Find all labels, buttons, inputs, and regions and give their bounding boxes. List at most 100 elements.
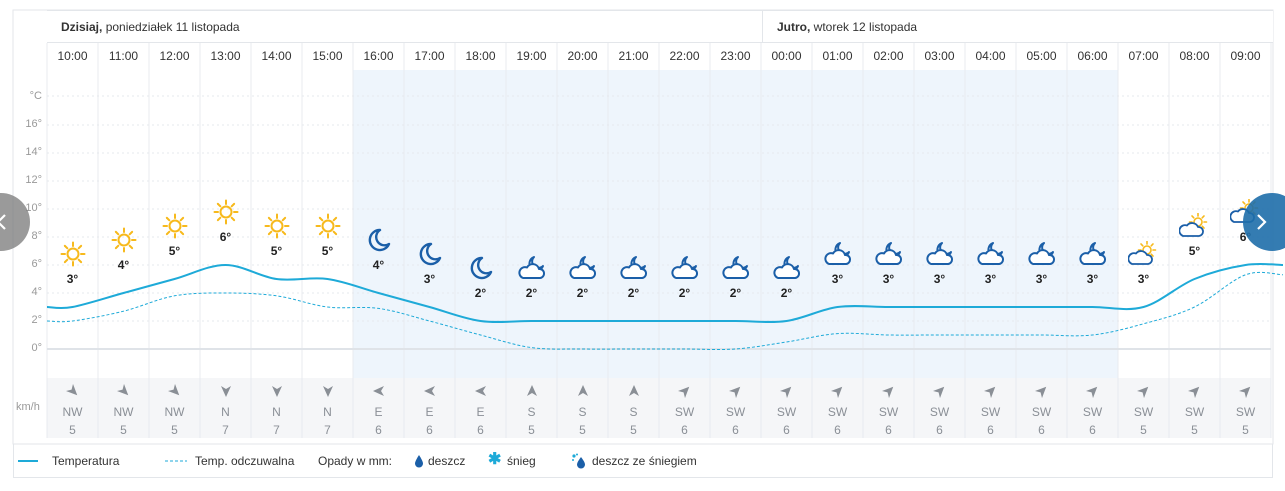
wind-speed-label: 5 (1191, 423, 1198, 437)
wind-direction-arrow-icon (65, 383, 80, 398)
wind-direction-label: E (374, 405, 383, 419)
next-hours-button[interactable] (1243, 193, 1285, 251)
temperature-label: 2° (780, 286, 793, 300)
wind-speed-label: 7 (324, 423, 331, 437)
wind-direction-label: SW (725, 405, 746, 419)
sun-icon (213, 199, 239, 230)
wind-direction-label: SW (776, 405, 797, 419)
y-axis-tick: 8° (31, 230, 42, 242)
wind-speed-label: 5 (579, 423, 586, 437)
day-header-today-date: poniedziałek 11 listopada (102, 20, 240, 34)
temperature-label: 5° (321, 244, 334, 258)
moon-icon (468, 255, 494, 286)
wind-direction-label: SW (1235, 405, 1256, 419)
temperature-label: 2° (729, 286, 742, 300)
sun-icon (264, 213, 290, 244)
feels-like-line-swatch (165, 460, 187, 462)
wind-speed-label: 7 (222, 423, 229, 437)
temperature-label: 3° (1035, 272, 1048, 286)
wind-speed-label: 5 (171, 423, 178, 437)
moon-cloud-icon (1077, 241, 1109, 272)
wind-direction-label: SW (980, 405, 1001, 419)
wind-unit-label: km/h (16, 401, 40, 413)
wind-speed-label: 6 (834, 423, 841, 437)
wind-speed-label: 5 (1242, 423, 1249, 437)
y-axis-unit: °C (29, 90, 42, 102)
wind-speed-label: 6 (936, 423, 943, 437)
temperature-label: 3° (882, 272, 895, 286)
day-header-today: Dzisiaj, poniedziałek 11 listopada (47, 10, 762, 43)
temperature-label: 4° (117, 258, 130, 272)
previous-hours-button[interactable] (0, 193, 30, 251)
temperature-label: 2° (576, 286, 589, 300)
cloud-sun-icon (1127, 240, 1160, 272)
wind-direction-label: SW (929, 405, 950, 419)
hour-label: 09:00 (1230, 49, 1261, 63)
hour-label: 15:00 (312, 49, 343, 63)
hour-label: 13:00 (210, 49, 241, 63)
wind-direction-label: N (272, 405, 281, 419)
feels-like-line (46, 271, 1284, 351)
temperature-label: 5° (1188, 244, 1201, 258)
temperature-label: 3° (933, 272, 946, 286)
temperature-label: 2° (474, 286, 487, 300)
wind-direction-arrow-icon (1034, 384, 1049, 399)
hour-label: 01:00 (822, 49, 853, 63)
wind-direction-arrow-icon (728, 384, 743, 399)
legend-rain-label: deszcz (428, 454, 466, 468)
temperature-label: 3° (66, 272, 79, 286)
day-header-tomorrow: Jutro, wtorek 12 listopada (762, 10, 1273, 43)
moon-icon (366, 227, 392, 258)
wind-direction-label: N (221, 405, 230, 419)
moon-cloud-icon (822, 241, 854, 272)
hour-label: 20:00 (567, 49, 598, 63)
wind-direction-label: NW (62, 405, 83, 419)
sun-icon (60, 241, 86, 272)
hour-label: 05:00 (1026, 49, 1057, 63)
wind-direction-arrow-icon (932, 384, 947, 399)
chevron-right-icon (1257, 214, 1267, 230)
y-axis-tick: 2° (31, 314, 42, 326)
temperature-label: 3° (831, 272, 844, 286)
moon-cloud-icon (669, 255, 701, 286)
temperature-label: 3° (423, 272, 436, 286)
wind-direction-label: SW (1031, 405, 1052, 419)
hour-label: 10:00 (57, 49, 88, 63)
wind-direction-label: SW (1133, 405, 1154, 419)
day-header-today-bold: Dzisiaj, (61, 20, 103, 34)
raindrop-icon (415, 455, 423, 468)
wind-direction-label: SW (674, 405, 695, 419)
temperature-label: 2° (678, 286, 691, 300)
hour-label: 18:00 (465, 49, 496, 63)
hour-label: 08:00 (1179, 49, 1210, 63)
wind-direction-arrow-icon (423, 384, 437, 398)
wind-direction-arrow-icon (219, 384, 233, 398)
moon-cloud-icon (771, 255, 803, 286)
wind-speed-label: 5 (69, 423, 76, 437)
hour-label: 16:00 (363, 49, 394, 63)
wind-speed-label: 6 (375, 423, 382, 437)
hour-label: 14:00 (261, 49, 292, 63)
legend-temperature-label: Temperatura (52, 454, 120, 468)
wind-direction-arrow-icon (321, 384, 335, 398)
wind-speed-label: 6 (477, 423, 484, 437)
wind-direction-arrow-icon (474, 384, 488, 398)
wind-direction-arrow-icon (1238, 384, 1253, 399)
hour-label: 11:00 (108, 49, 139, 63)
wind-direction-arrow-icon (576, 384, 590, 398)
temperature-label: 5° (168, 244, 181, 258)
wind-direction-label: NW (164, 405, 185, 419)
wind-speed-label: 6 (783, 423, 790, 437)
snowflake-icon: ✱ (488, 451, 502, 468)
wind-direction-arrow-icon (677, 384, 692, 399)
hour-label: 22:00 (669, 49, 700, 63)
legend-rain-snow: deszcz ze śniegiem (572, 453, 697, 469)
wind-direction-label: SW (1082, 405, 1103, 419)
sun-icon (111, 227, 137, 258)
temperature-label: 3° (1137, 272, 1150, 286)
moon-cloud-icon (567, 255, 599, 286)
wind-speed-label: 6 (1089, 423, 1096, 437)
wind-direction-label: SW (1184, 405, 1205, 419)
